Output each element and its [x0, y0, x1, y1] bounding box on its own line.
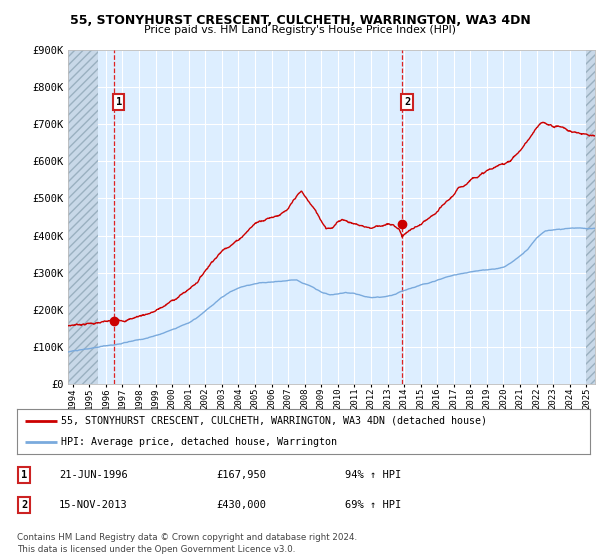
Text: 2: 2 — [404, 97, 410, 107]
Text: 69% ↑ HPI: 69% ↑ HPI — [345, 500, 401, 510]
Text: £430,000: £430,000 — [216, 500, 266, 510]
Text: 55, STONYHURST CRESCENT, CULCHETH, WARRINGTON, WA3 4DN (detached house): 55, STONYHURST CRESCENT, CULCHETH, WARRI… — [61, 416, 487, 426]
Bar — [68, 50, 98, 384]
Text: 1: 1 — [116, 97, 122, 107]
Bar — [586, 50, 595, 384]
Text: Price paid vs. HM Land Registry's House Price Index (HPI): Price paid vs. HM Land Registry's House … — [144, 25, 456, 35]
Text: 55, STONYHURST CRESCENT, CULCHETH, WARRINGTON, WA3 4DN: 55, STONYHURST CRESCENT, CULCHETH, WARRI… — [70, 14, 530, 27]
Text: HPI: Average price, detached house, Warrington: HPI: Average price, detached house, Warr… — [61, 437, 337, 447]
Text: 15-NOV-2013: 15-NOV-2013 — [59, 500, 128, 510]
Text: 94% ↑ HPI: 94% ↑ HPI — [345, 470, 401, 480]
Text: £167,950: £167,950 — [216, 470, 266, 480]
Text: 2: 2 — [21, 500, 27, 510]
Text: Contains HM Land Registry data © Crown copyright and database right 2024.
This d: Contains HM Land Registry data © Crown c… — [17, 533, 357, 554]
Text: 21-JUN-1996: 21-JUN-1996 — [59, 470, 128, 480]
Text: 1: 1 — [21, 470, 27, 480]
